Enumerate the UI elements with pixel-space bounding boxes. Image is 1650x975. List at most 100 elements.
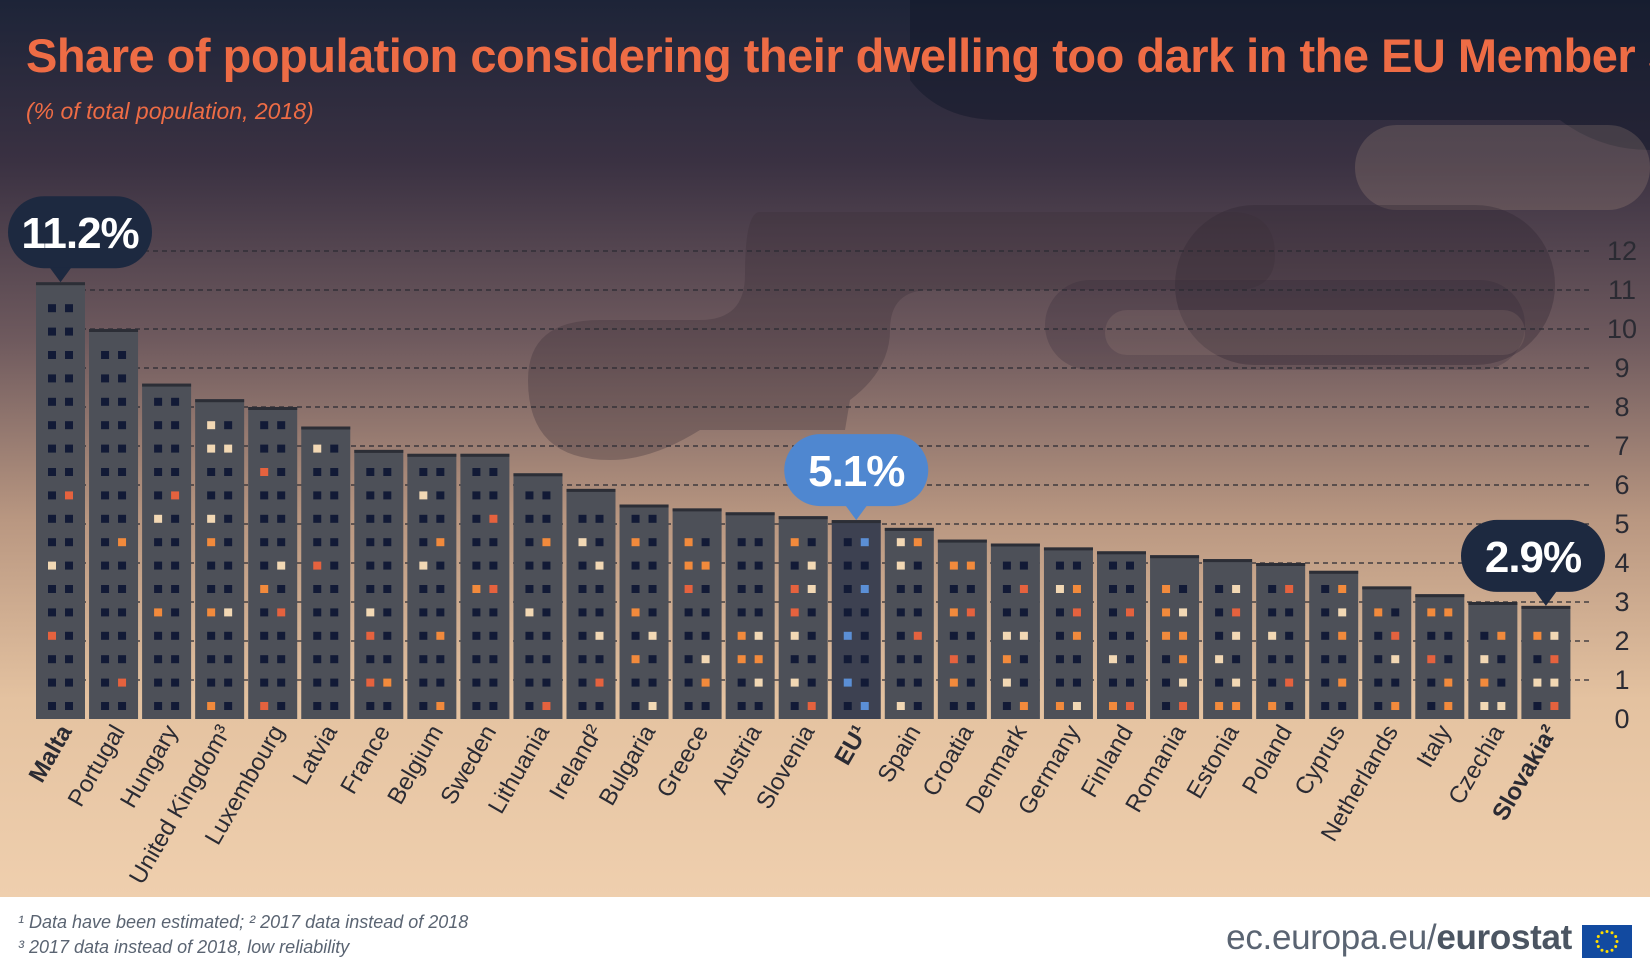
bar bbox=[354, 449, 404, 719]
window bbox=[737, 631, 746, 640]
window bbox=[1268, 608, 1277, 617]
window bbox=[1162, 585, 1171, 593]
callout-value: 2.9% bbox=[1485, 533, 1581, 582]
bar bbox=[1150, 555, 1200, 719]
bar-netherlands bbox=[1362, 586, 1412, 719]
window bbox=[224, 444, 233, 453]
window bbox=[1179, 702, 1188, 710]
bar bbox=[884, 527, 934, 719]
window bbox=[701, 538, 710, 547]
window bbox=[631, 538, 640, 547]
bar-roof bbox=[354, 449, 404, 453]
window bbox=[171, 655, 180, 664]
window bbox=[330, 538, 339, 547]
window bbox=[224, 538, 233, 547]
window bbox=[1533, 702, 1542, 710]
window bbox=[1126, 561, 1134, 570]
window bbox=[1002, 631, 1011, 640]
window bbox=[1019, 585, 1028, 593]
callout-pointer bbox=[49, 267, 72, 283]
window bbox=[419, 702, 428, 710]
bar-roof bbox=[725, 512, 775, 516]
window bbox=[48, 538, 56, 547]
window bbox=[207, 678, 216, 687]
window bbox=[1550, 655, 1559, 664]
window bbox=[843, 678, 852, 687]
window bbox=[118, 678, 127, 687]
bar bbox=[1097, 551, 1146, 719]
window bbox=[790, 538, 799, 547]
window bbox=[1321, 631, 1330, 640]
callout: 5.1% bbox=[784, 434, 929, 521]
window bbox=[101, 421, 110, 430]
window bbox=[154, 421, 163, 430]
window bbox=[966, 655, 975, 664]
window bbox=[224, 608, 233, 617]
window bbox=[260, 655, 269, 664]
window bbox=[436, 561, 445, 570]
window bbox=[330, 514, 339, 523]
window bbox=[313, 631, 322, 640]
window bbox=[154, 468, 163, 476]
window bbox=[224, 421, 233, 430]
window bbox=[260, 538, 269, 547]
window bbox=[366, 678, 375, 687]
window bbox=[1019, 655, 1028, 664]
window bbox=[1002, 655, 1011, 664]
window bbox=[860, 561, 869, 570]
window bbox=[277, 608, 286, 617]
window bbox=[65, 397, 73, 406]
window bbox=[154, 514, 163, 523]
window bbox=[207, 561, 216, 570]
window bbox=[542, 491, 551, 500]
window bbox=[489, 468, 498, 476]
window bbox=[489, 538, 498, 547]
y-tick-label: 1 bbox=[1614, 665, 1629, 695]
window bbox=[489, 655, 498, 664]
window bbox=[525, 585, 534, 593]
window bbox=[330, 608, 339, 617]
window bbox=[1550, 631, 1559, 640]
window bbox=[101, 491, 110, 500]
window bbox=[171, 608, 180, 617]
window bbox=[737, 561, 746, 570]
bar-roof bbox=[990, 543, 1040, 547]
window bbox=[1285, 702, 1294, 710]
bar-denmark bbox=[990, 543, 1040, 719]
window bbox=[472, 468, 481, 476]
bar-roof bbox=[36, 282, 85, 286]
window bbox=[1550, 702, 1559, 710]
window bbox=[65, 444, 73, 453]
window bbox=[154, 655, 163, 664]
window bbox=[525, 702, 534, 710]
bar-malta bbox=[36, 282, 85, 719]
window bbox=[896, 608, 905, 617]
bar bbox=[36, 282, 85, 719]
window bbox=[790, 585, 799, 593]
window bbox=[383, 561, 392, 570]
window bbox=[48, 608, 56, 617]
window bbox=[277, 421, 286, 430]
window bbox=[65, 351, 73, 359]
window bbox=[1374, 608, 1383, 617]
window bbox=[101, 374, 110, 383]
window bbox=[154, 678, 163, 687]
window bbox=[277, 631, 286, 640]
window bbox=[171, 468, 180, 476]
window bbox=[1374, 702, 1383, 710]
window bbox=[1427, 608, 1436, 617]
window bbox=[171, 444, 180, 453]
window bbox=[843, 702, 852, 710]
window bbox=[860, 538, 869, 547]
window bbox=[595, 702, 604, 710]
bar-roof bbox=[1043, 547, 1093, 551]
window bbox=[436, 678, 445, 687]
eurostat-link[interactable]: ec.europa.eu/eurostat bbox=[1226, 918, 1572, 958]
window bbox=[101, 678, 110, 687]
window bbox=[1427, 655, 1436, 664]
window bbox=[313, 608, 322, 617]
window bbox=[383, 585, 392, 593]
window bbox=[330, 561, 339, 570]
callout-pointer bbox=[845, 505, 868, 521]
